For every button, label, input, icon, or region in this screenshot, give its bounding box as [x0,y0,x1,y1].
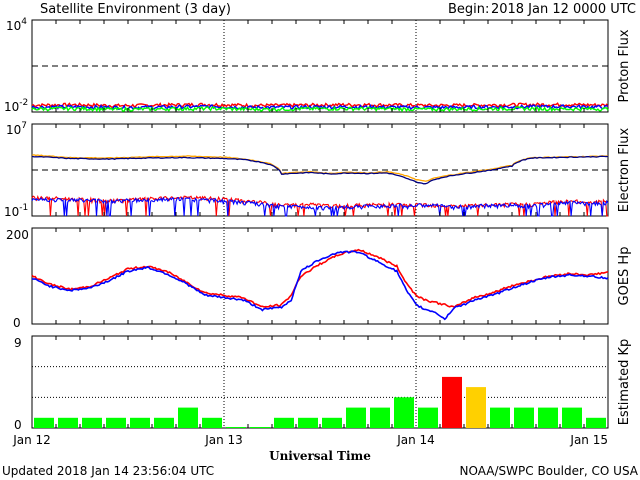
proton-ytick-top: 104 [6,17,27,33]
electron-ytick-bottom: 10-1 [4,203,28,219]
proton-ylabel: Proton Flux [617,29,632,102]
xtick-jan12: Jan 12 [12,433,51,447]
kp-bar [298,417,318,428]
kp-bar [322,417,342,428]
kp-bar [466,387,486,428]
xtick-jan14: Jan 14 [396,433,435,447]
day-separators [223,20,417,428]
kp-bar [202,417,222,428]
kp-bar [394,397,414,428]
kp-bars-group [34,376,606,428]
hp-ytick-bottom: 0 [13,316,21,330]
kp-ylabel: Estimated Kp [617,339,632,426]
electron-line-blue [31,196,609,217]
kp-bar [130,417,150,428]
kp-bar [490,407,510,428]
kp-bar [226,427,246,428]
proton-ytick-bottom: 10-2 [4,98,28,114]
kp-ytick-bottom: 0 [14,418,22,432]
kp-bar [538,407,558,428]
electron-ylabel: Electron Flux [617,127,632,212]
kp-bar [274,417,294,428]
kp-gridlines [32,366,608,398]
xtick-jan15: Jan 15 [569,433,608,447]
kp-bar [418,407,438,428]
begin-label: Begin: [448,2,489,17]
proton-line-red [31,102,609,109]
hp-ylabel: GOES Hp [617,247,632,306]
electron-series-group [31,154,609,217]
x-axis-label: Universal Time [269,449,371,463]
updated-timestamp: Updated 2018 Jan 14 23:56:04 UTC [2,464,214,478]
kp-bar [106,417,126,428]
kp-ytick-top: 9 [14,336,22,350]
kp-bar [346,407,366,428]
electron-line-navy [31,155,609,185]
credit-text: NOAA/SWPC Boulder, CO USA [460,464,639,478]
kp-bar [562,407,582,428]
xtick-jan13: Jan 13 [204,433,243,447]
kp-bar [154,417,174,428]
kp-bar [34,417,54,428]
chart-title: Satellite Environment (3 day) [40,2,231,17]
kp-bar [178,407,198,428]
hp-line-blue [31,250,609,321]
kp-bar [370,407,390,428]
x-minor-ticks [55,20,585,428]
kp-bar [82,417,102,428]
kp-bar [250,427,270,428]
kp-bar [58,417,78,428]
kp-bar [586,417,606,428]
kp-bar [514,407,534,428]
electron-ytick-top: 107 [6,121,27,137]
begin-value: 2018 Jan 12 0000 UTC [491,2,636,17]
hp-line-red [31,248,609,309]
hp-ytick-top: 200 [6,228,29,242]
kp-bar [442,376,462,428]
hp-series-group [31,248,609,321]
